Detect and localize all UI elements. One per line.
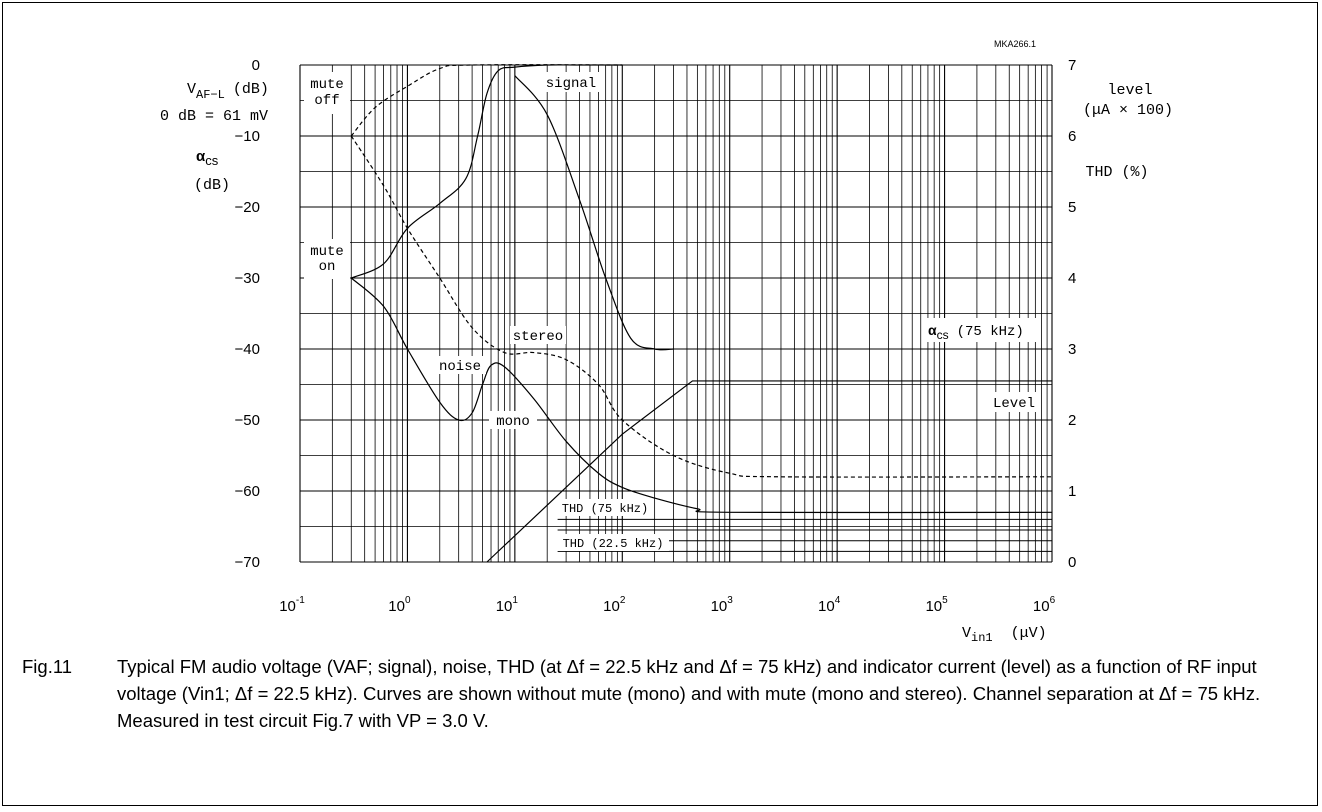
x-axis-subscript: in1 [971, 631, 993, 645]
alpha-main: α [196, 148, 206, 165]
y-right-tick-label: 2 [1068, 412, 1076, 429]
y-left-tick-label: 0 [252, 57, 260, 74]
alpha-subscript: cs [205, 153, 219, 168]
label-mute-on-line2: on [319, 259, 336, 275]
x-tick-label: 102 [603, 595, 626, 615]
y-left-tick-label: −40 [235, 341, 260, 358]
left-axis-vaf-label: VAF−L (dB) [187, 81, 269, 102]
label-mono: mono [496, 414, 530, 430]
right-axis-level-label: level [1107, 82, 1152, 99]
label-thd-75khz: THD (75 kHz) [562, 502, 648, 516]
label-mute-on-line1: mute [310, 244, 344, 260]
label-thd-22-5khz: THD (22.5 kHz) [563, 537, 664, 551]
acs-alpha: α [928, 322, 937, 338]
x-tick-label: 10-1 [279, 595, 305, 615]
y-left-tick-label: −70 [235, 554, 260, 571]
acs-rest: (75 kHz) [957, 324, 1024, 340]
series-curve-1 [351, 64, 623, 279]
x-tick-label: 104 [818, 595, 841, 615]
grid-lines [299, 64, 1053, 563]
x-tick-label: 100 [388, 595, 411, 615]
series-curve-2 [514, 75, 674, 351]
figure-id: MKA266.1 [994, 39, 1036, 49]
series-curve-5 [486, 380, 1052, 563]
series-curve-0 [350, 64, 623, 137]
x-axis-unit: (μV) [1011, 625, 1047, 642]
y-left-tick-label: −10 [235, 128, 260, 145]
series-curve-3 [350, 135, 1053, 478]
y-right-tick-label: 1 [1068, 483, 1076, 500]
right-axis-thd-label: THD (%) [1085, 164, 1148, 181]
x-axis-label: Vin1 (μV) [962, 625, 1047, 645]
y-right-tick-label: 5 [1068, 199, 1076, 216]
vaf-subscript: AF−L [196, 88, 225, 102]
label-signal: signal [546, 76, 596, 92]
x-axis-main: V [962, 625, 971, 642]
tick-labels: 0 −10 −20 −30 −40 −50 −60 −70 7 6 5 4 3 2 1 0 10-1 100 101… [235, 57, 1077, 615]
x-tick-label: 101 [496, 595, 519, 615]
label-stereo: stereo [513, 329, 563, 345]
curve-labels: mute off mute on signal noise stereo mon… [304, 72, 1038, 551]
right-axis-level-unit: (μA × 100) [1083, 102, 1173, 119]
left-axis-alpha-label: αcs [196, 148, 219, 168]
y-right-tick-label: 4 [1068, 270, 1076, 287]
left-axis-alpha-unit: (dB) [194, 177, 230, 194]
y-left-tick-label: −60 [235, 483, 260, 500]
y-right-tick-label: 6 [1068, 128, 1076, 145]
y-right-tick-label: 0 [1068, 554, 1076, 571]
y-left-tick-label: −50 [235, 412, 260, 429]
label-mute-off-line1: mute [310, 77, 344, 93]
zero-db-reference: 0 dB = 61 mV [160, 108, 268, 125]
caption-text: Typical FM audio voltage (VAF; signal), … [117, 656, 1261, 731]
y-right-tick-label: 7 [1068, 57, 1076, 74]
y-right-tick-label: 3 [1068, 341, 1076, 358]
y-left-tick-label: −20 [235, 199, 260, 216]
acs-subscript: cs [937, 328, 949, 342]
vaf-main: V [187, 81, 196, 98]
x-tick-label: 106 [1033, 595, 1056, 615]
label-noise: noise [439, 359, 481, 375]
caption-fig-label: Fig.11 [22, 656, 73, 677]
label-mute-off-line2: off [314, 93, 339, 109]
chart-canvas: 0 −10 −20 −30 −40 −50 −60 −70 7 6 5 4 3 2 1 0 10-1 100 101… [160, 39, 1173, 645]
series-curve-4 [350, 277, 1053, 514]
label-level: Level [993, 396, 1035, 412]
x-tick-label: 105 [925, 595, 948, 615]
y-left-tick-label: −30 [235, 270, 260, 287]
label-alpha-cs-75khz: αcs (75 kHz) [928, 322, 1024, 342]
x-tick-label: 103 [711, 595, 734, 615]
vaf-unit: (dB) [233, 81, 269, 98]
